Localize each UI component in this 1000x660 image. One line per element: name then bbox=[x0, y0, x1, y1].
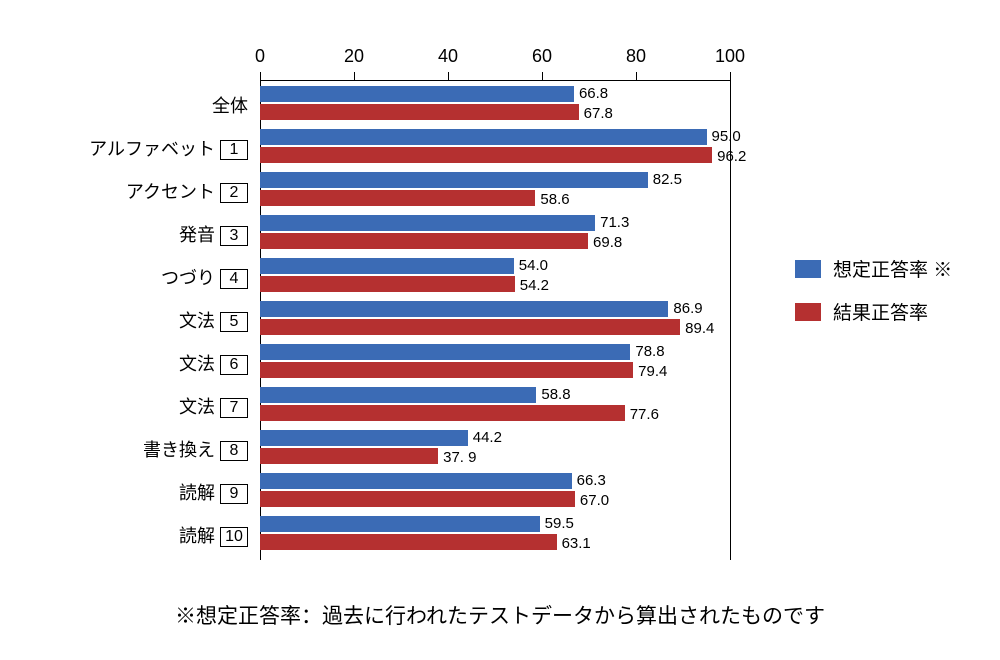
category-label: 読解 10 bbox=[179, 522, 248, 548]
bar-expected bbox=[260, 172, 648, 188]
category-name: アルファベット bbox=[89, 139, 215, 159]
category-label: 発音 3 bbox=[179, 221, 248, 247]
axis-tick-label: 40 bbox=[438, 46, 458, 67]
category-number-box: 1 bbox=[220, 140, 248, 160]
value-label-actual: 37. 9 bbox=[443, 449, 476, 466]
legend-swatch bbox=[795, 303, 821, 321]
category-label: アクセント 2 bbox=[126, 178, 248, 204]
legend-item: 想定正答率 ※ bbox=[795, 255, 952, 282]
value-label-actual: 96.2 bbox=[717, 148, 746, 165]
value-label-actual: 69.8 bbox=[593, 234, 622, 251]
bar-actual bbox=[260, 319, 680, 335]
axis-tick-label: 80 bbox=[626, 46, 646, 67]
bar-actual bbox=[260, 362, 633, 378]
category-label: 書き換え 8 bbox=[143, 436, 248, 462]
axis-top-line bbox=[260, 80, 730, 81]
bar-expected bbox=[260, 516, 540, 532]
bar-actual bbox=[260, 534, 557, 550]
axis-tick bbox=[730, 72, 731, 80]
category-label: つづり 4 bbox=[161, 264, 248, 290]
category-name: 文法 bbox=[179, 354, 215, 374]
axis-tick-label: 60 bbox=[532, 46, 552, 67]
category-number-box: 2 bbox=[220, 183, 248, 203]
category-number-box: 5 bbox=[220, 312, 248, 332]
bar-actual bbox=[260, 491, 575, 507]
axis-tick bbox=[542, 72, 543, 80]
axis-tick bbox=[636, 72, 637, 80]
category-number-box: 4 bbox=[220, 269, 248, 289]
value-label-expected: 86.9 bbox=[673, 300, 702, 317]
category-label: アルファベット 1 bbox=[89, 135, 248, 161]
category-name: 読解 bbox=[179, 526, 215, 546]
category-label: 文法 6 bbox=[179, 350, 248, 376]
bar-expected bbox=[260, 387, 536, 403]
chart-container: 0 20 40 60 80 100 66.8 67.8 95.0 96.2 82.5 58.6 71.3… bbox=[0, 0, 1000, 660]
category-name: アクセント bbox=[126, 182, 215, 202]
category-name: 全体 bbox=[212, 96, 248, 116]
category-number-box: 8 bbox=[220, 441, 248, 461]
bar-actual bbox=[260, 190, 535, 206]
value-label-actual: 54.2 bbox=[520, 277, 549, 294]
category-number-box: 7 bbox=[220, 398, 248, 418]
bar-actual bbox=[260, 104, 579, 120]
axis-tick bbox=[354, 72, 355, 80]
bar-expected bbox=[260, 344, 630, 360]
value-label-expected: 44.2 bbox=[473, 429, 502, 446]
value-label-actual: 67.0 bbox=[580, 492, 609, 509]
value-label-expected: 66.8 bbox=[579, 85, 608, 102]
value-label-expected: 78.8 bbox=[635, 343, 664, 360]
category-name: 書き換え bbox=[143, 440, 215, 460]
axis-tick-label: 100 bbox=[715, 46, 745, 67]
value-label-expected: 58.8 bbox=[541, 386, 570, 403]
category-name: 発音 bbox=[179, 225, 215, 245]
category-number-box: 9 bbox=[220, 484, 248, 504]
bar-expected bbox=[260, 258, 514, 274]
value-label-actual: 63.1 bbox=[562, 535, 591, 552]
bar-expected bbox=[260, 301, 668, 317]
legend-label: 想定正答率 ※ bbox=[833, 255, 952, 282]
value-label-actual: 77.6 bbox=[630, 406, 659, 423]
category-label: 文法 5 bbox=[179, 307, 248, 333]
category-name: 読解 bbox=[179, 483, 215, 503]
bar-expected bbox=[260, 215, 595, 231]
category-number-box: 10 bbox=[220, 527, 248, 547]
category-name: つづり bbox=[161, 268, 215, 288]
footnote-text: ※想定正答率：過去に行われたテストデータから算出されたものです bbox=[0, 600, 1000, 630]
bar-actual bbox=[260, 276, 515, 292]
category-number-box: 6 bbox=[220, 355, 248, 375]
value-label-expected: 82.5 bbox=[653, 171, 682, 188]
legend-item: 結果正答率 bbox=[795, 298, 952, 325]
value-label-expected: 71.3 bbox=[600, 214, 629, 231]
category-label: 全体 bbox=[212, 92, 248, 118]
value-label-expected: 95.0 bbox=[712, 128, 741, 145]
value-label-actual: 79.4 bbox=[638, 363, 667, 380]
bar-actual bbox=[260, 233, 588, 249]
legend-label: 結果正答率 bbox=[833, 298, 928, 325]
category-number-box: 3 bbox=[220, 226, 248, 246]
bar-expected bbox=[260, 430, 468, 446]
bar-actual bbox=[260, 147, 712, 163]
axis-tick bbox=[260, 72, 261, 80]
value-label-actual: 58.6 bbox=[540, 191, 569, 208]
plot-area: 02040608010066.867.895.096.282.558.671.3… bbox=[260, 80, 730, 560]
value-label-expected: 59.5 bbox=[545, 515, 574, 532]
bar-actual bbox=[260, 448, 438, 464]
legend-swatch bbox=[795, 260, 821, 278]
category-name: 文法 bbox=[179, 311, 215, 331]
axis-tick bbox=[448, 72, 449, 80]
axis-tick-label: 20 bbox=[344, 46, 364, 67]
legend: 想定正答率 ※ 結果正答率 bbox=[795, 255, 952, 341]
value-label-expected: 54.0 bbox=[519, 257, 548, 274]
category-name: 文法 bbox=[179, 397, 215, 417]
bar-actual bbox=[260, 405, 625, 421]
category-label: 読解 9 bbox=[179, 479, 248, 505]
bar-expected bbox=[260, 473, 572, 489]
bar-expected bbox=[260, 86, 574, 102]
value-label-actual: 67.8 bbox=[584, 105, 613, 122]
category-label: 文法 7 bbox=[179, 393, 248, 419]
value-label-expected: 66.3 bbox=[577, 472, 606, 489]
bar-expected bbox=[260, 129, 707, 145]
axis-tick-label: 0 bbox=[255, 46, 265, 67]
value-label-actual: 89.4 bbox=[685, 320, 714, 337]
